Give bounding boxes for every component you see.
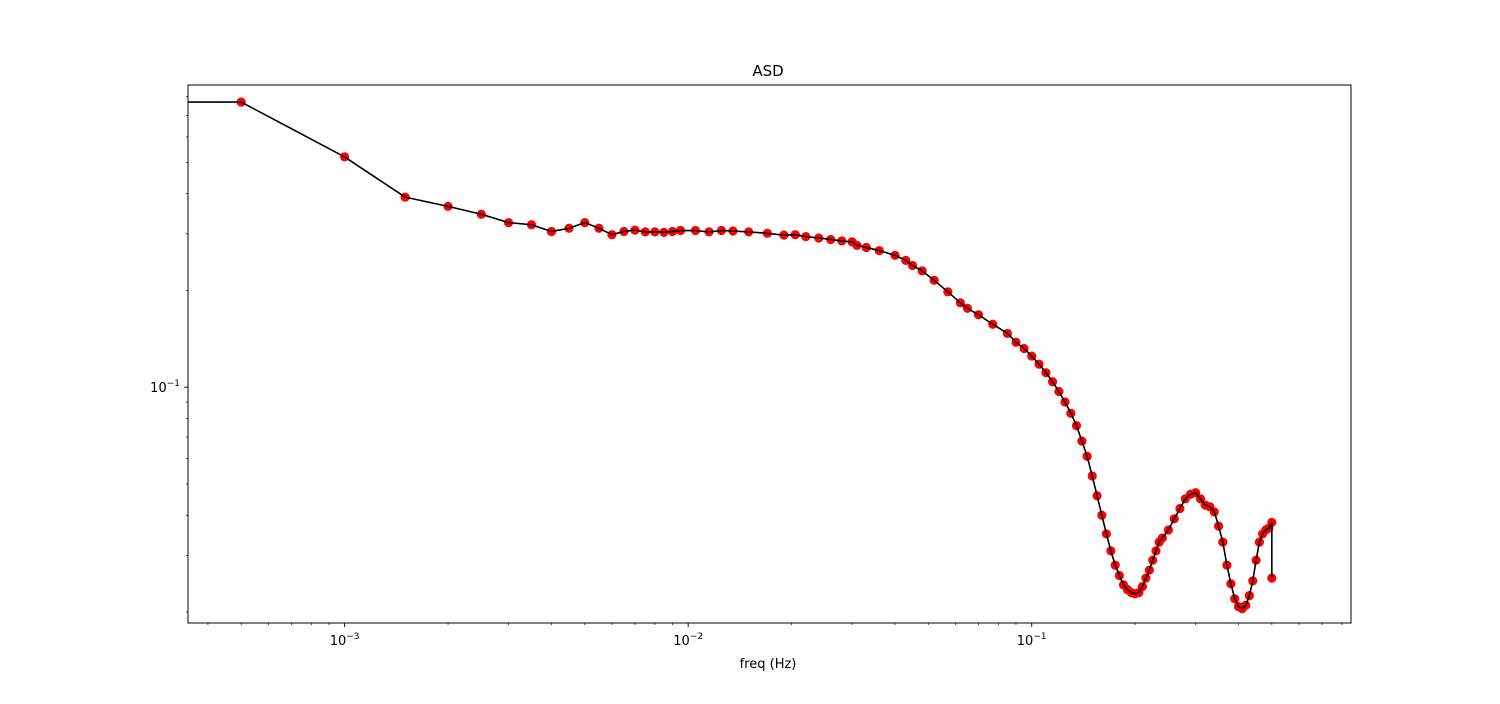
series-group [188,97,1277,614]
series-line [188,101,1273,610]
x-tick-label: 10−2 [673,632,703,649]
data-point [1267,573,1277,583]
chart-title: ASD [752,62,783,80]
x-tick-label: 10−3 [330,632,360,649]
y-tick-label: 10−1 [150,379,180,396]
x-tick-label: 10−1 [1017,632,1047,649]
plot-area: 10−3 10−2 10−1 10−1 [150,84,1352,649]
axes-frame [187,84,1352,624]
x-axis-label: freq (Hz) [740,657,797,672]
